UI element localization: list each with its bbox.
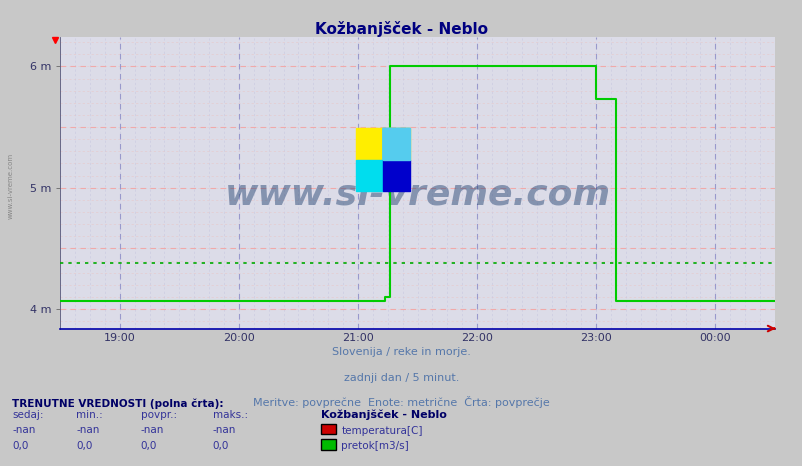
Text: 0,0: 0,0 [140, 441, 156, 451]
Text: 0,0: 0,0 [76, 441, 92, 451]
Text: TRENUTNE VREDNOSTI (polna črta):: TRENUTNE VREDNOSTI (polna črta): [12, 398, 223, 409]
Text: 0,0: 0,0 [12, 441, 28, 451]
Text: -nan: -nan [213, 425, 236, 435]
Text: zadnji dan / 5 minut.: zadnji dan / 5 minut. [343, 373, 459, 383]
Text: www.si-vreme.com: www.si-vreme.com [225, 178, 610, 212]
Text: 0,0: 0,0 [213, 441, 229, 451]
Text: temperatura[C]: temperatura[C] [341, 425, 422, 436]
Text: povpr.:: povpr.: [140, 410, 176, 420]
Text: -nan: -nan [140, 425, 164, 435]
Text: sedaj:: sedaj: [12, 410, 43, 420]
Text: www.si-vreme.com: www.si-vreme.com [7, 153, 14, 219]
Text: Kožbanjšček - Neblo: Kožbanjšček - Neblo [321, 410, 447, 420]
Text: maks.:: maks.: [213, 410, 248, 420]
Bar [355, 128, 410, 160]
Text: Meritve: povprečne  Enote: metrične  Črta: povprečje: Meritve: povprečne Enote: metrične Črta:… [253, 396, 549, 408]
Text: Slovenija / reke in morje.: Slovenija / reke in morje. [332, 347, 470, 357]
Bar [355, 160, 383, 192]
Polygon shape [383, 128, 410, 160]
Text: pretok[m3/s]: pretok[m3/s] [341, 441, 408, 451]
Bar [383, 160, 410, 192]
Text: -nan: -nan [76, 425, 99, 435]
Text: min.:: min.: [76, 410, 103, 420]
Text: Kožbanjšček - Neblo: Kožbanjšček - Neblo [314, 21, 488, 37]
Polygon shape [383, 128, 410, 160]
Text: -nan: -nan [12, 425, 35, 435]
